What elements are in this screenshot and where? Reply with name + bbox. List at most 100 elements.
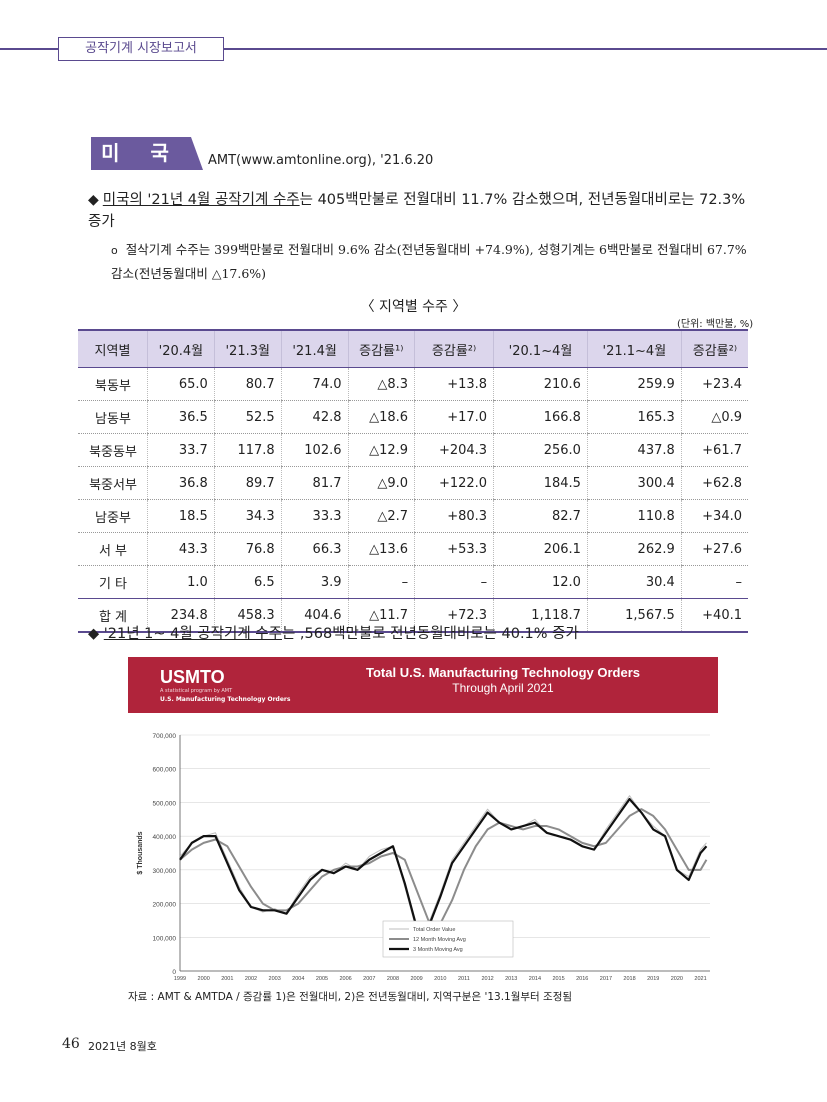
total-value-cell: 458.3	[213, 598, 282, 633]
y-tick-label: 100,000	[153, 935, 177, 942]
value-cell: 184.5	[493, 466, 588, 500]
total-value-cell: 404.6	[280, 598, 348, 633]
value-cell: 33.7	[146, 433, 215, 467]
series-line-12-month-avg	[179, 808, 708, 925]
value-cell: △12.9	[347, 433, 415, 467]
total-value-cell: △11.7	[347, 598, 415, 633]
x-tick-label: 2014	[529, 976, 541, 982]
diamond-bullet-icon: ◆	[88, 192, 99, 208]
header-rule	[0, 48, 827, 50]
value-cell: 256.0	[493, 433, 588, 467]
value-cell: 110.8	[586, 499, 682, 533]
x-tick-label: 2004	[292, 976, 304, 982]
value-cell: 76.8	[213, 532, 282, 566]
x-tick-label: 2005	[316, 976, 328, 982]
value-cell: 262.9	[586, 532, 682, 566]
value-cell: △2.7	[347, 499, 415, 533]
x-tick-label: 2008	[387, 976, 399, 982]
value-cell: 6.5	[213, 565, 282, 599]
x-tick-label: 2020	[671, 976, 683, 982]
region-cell: 기 타	[78, 565, 148, 599]
bullet-ytd: ◆ '21년 1~ 4월 공작기계 수주는 ,568백만불로 전년동월대비로는 …	[88, 622, 579, 643]
value-cell: 33.3	[280, 499, 348, 533]
y-tick-label: 600,000	[153, 767, 177, 774]
table-row: 북동부 65.0 80.7 74.0 △8.3 +13.8 210.6 259.9 +23.4	[78, 367, 748, 401]
value-cell: 81.7	[280, 466, 348, 500]
x-tick-label: 2018	[623, 976, 635, 982]
x-tick-label: 1999	[174, 976, 186, 982]
x-tick-label: 2011	[458, 976, 470, 982]
value-cell: +204.3	[414, 433, 494, 467]
x-tick-label: 2009	[410, 976, 422, 982]
value-cell: 36.5	[146, 400, 215, 434]
table-row: 북중서부 36.8 89.7 81.7 △9.0 +122.0 184.5 300.4 +62.…	[78, 466, 748, 500]
value-cell: 3.9	[280, 565, 348, 599]
y-tick-label: 400,000	[153, 834, 177, 841]
x-tick-label: 2013	[505, 976, 517, 982]
table-row: 북중동부 33.7 117.8 102.6 △12.9 +204.3 256.0 437.8 +…	[78, 433, 748, 467]
y-tick-label: 300,000	[153, 868, 177, 875]
value-cell: +122.0	[414, 466, 494, 500]
x-tick-label: 2006	[340, 976, 352, 982]
table-header-cell: 증감률¹⁾	[347, 329, 415, 368]
usmto-logo: USMTO	[160, 667, 225, 687]
legend-label: Total Order Value	[413, 927, 455, 933]
value-cell: –	[414, 565, 494, 599]
value-cell: 65.0	[146, 367, 215, 401]
x-tick-label: 2000	[198, 976, 210, 982]
region-cell: 남중부	[78, 499, 148, 533]
chart-caption: 자료 : AMT & AMTDA / 증감률 1)은 전월대비, 2)은 전년동…	[128, 991, 573, 1003]
value-cell: 12.0	[493, 565, 588, 599]
x-tick-label: 2002	[245, 976, 257, 982]
x-tick-label: 2010	[434, 976, 446, 982]
y-tick-label: 500,000	[153, 800, 177, 807]
value-cell: 34.3	[213, 499, 282, 533]
total-value-cell: 1,567.5	[586, 598, 682, 633]
y-tick-label: 0	[172, 969, 176, 976]
chart-plot: 0 100,000 200,000 300,000 400,000 500,000 600,…	[137, 733, 710, 982]
table-title: 〈 지역별 수주 〉	[360, 299, 467, 315]
table-row: 남동부 36.5 52.5 42.8 △18.6 +17.0 166.8 165.3 △0.9	[78, 400, 748, 434]
value-cell: 66.3	[280, 532, 348, 566]
x-tick-label: 2007	[363, 976, 375, 982]
bullet-sub-text: 절삭기계 수주는 399백만불로 전월대비 9.6% 감소(전년동월대비 +74…	[111, 242, 747, 281]
logo-subtitle: A statistical program by AMT	[160, 688, 233, 694]
value-cell: 43.3	[146, 532, 215, 566]
value-cell: 1.0	[146, 565, 215, 599]
value-cell: 300.4	[586, 466, 682, 500]
total-value-cell: 234.8	[146, 598, 215, 633]
bullet-main: ◆ 미국의 '21년 4월 공작기계 수주는 405백만불로 전월대비 11.7%…	[88, 189, 748, 233]
value-cell: △0.9	[680, 400, 748, 434]
table-header-cell: 증감률²⁾	[680, 329, 748, 368]
total-label-cell: 합 계	[78, 598, 148, 633]
table-header-cell: '20.4월	[146, 329, 215, 368]
chart-title: Total U.S. Manufacturing Technology Orde…	[366, 665, 640, 680]
value-cell: +34.0	[680, 499, 748, 533]
table-header-cell: 증감률²⁾	[414, 329, 494, 368]
table-header-cell: '20.1~4월	[493, 329, 588, 368]
total-value-cell: +40.1	[680, 598, 748, 633]
logo-tagline: U.S. Manufacturing Technology Orders	[160, 696, 291, 703]
region-cell: 남동부	[78, 400, 148, 434]
region-cell: 북동부	[78, 367, 148, 401]
x-tick-label: 2015	[552, 976, 564, 982]
value-cell: △18.6	[347, 400, 415, 434]
legend-label: 12 Month Moving Avg	[413, 937, 466, 943]
value-cell: –	[680, 565, 748, 599]
region-orders-table: 지역별 '20.4월 '21.3월 '21.4월 증감률¹⁾ 증감률²⁾ '20.1~4월 '…	[78, 329, 748, 633]
value-cell: 102.6	[280, 433, 348, 467]
region-cell: 서 부	[78, 532, 148, 566]
value-cell: 42.8	[280, 400, 348, 434]
bullet-main-underlined: 미국의 '21년 4월 공작기계 수주	[102, 192, 300, 208]
region-name: 미 국	[101, 141, 181, 165]
x-tick-label: 2019	[647, 976, 659, 982]
table-header-cell: '21.4월	[280, 329, 348, 368]
value-cell: +23.4	[680, 367, 748, 401]
value-cell: 210.6	[493, 367, 588, 401]
value-cell: △9.0	[347, 466, 415, 500]
region-cell: 북중서부	[78, 466, 148, 500]
value-cell: 165.3	[586, 400, 682, 434]
x-tick-label: 2016	[576, 976, 588, 982]
value-cell: 166.8	[493, 400, 588, 434]
bullet-main-text: 는 405백만불로 전월대비 11.7% 감소했으며, 전년동월대비로는 72.…	[88, 192, 746, 230]
